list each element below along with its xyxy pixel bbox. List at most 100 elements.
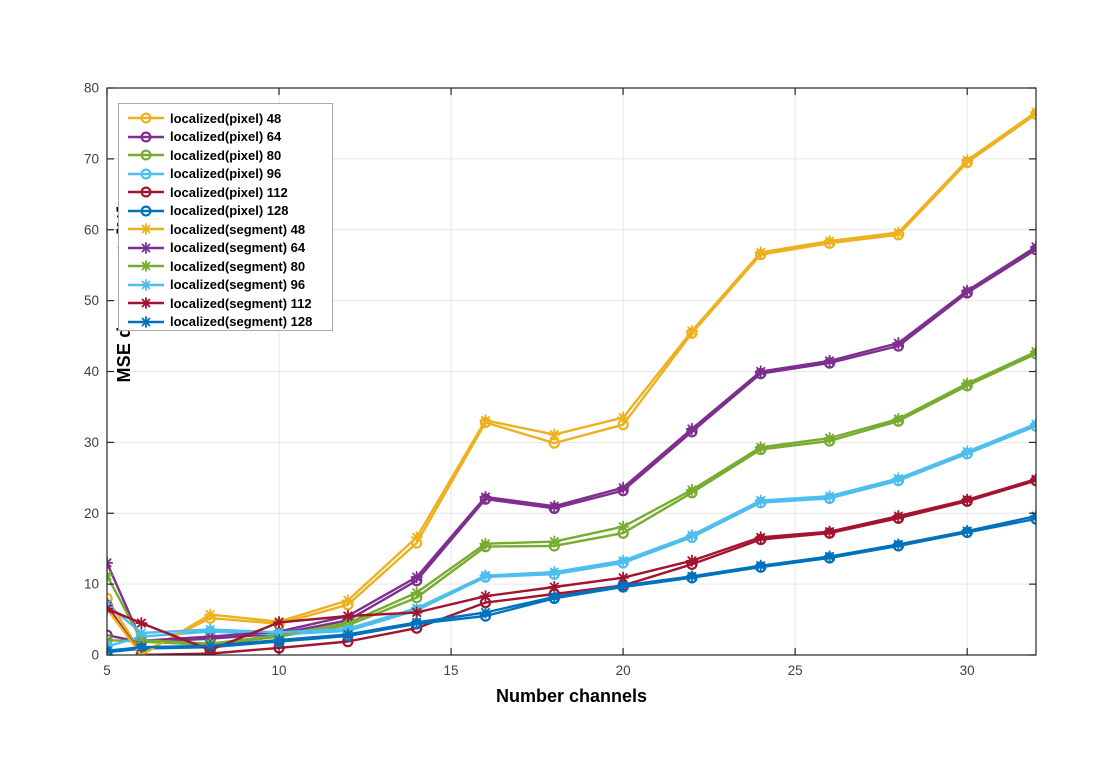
legend-item-localized-pixel-96: localized(pixel) 96	[127, 165, 332, 184]
asterisk-marker	[823, 432, 836, 445]
circle-line-sample-icon	[128, 168, 164, 180]
asterisk-marker	[754, 559, 767, 572]
asterisk-marker	[548, 428, 561, 441]
legend-item-localized-segment-80: localized(segment) 80	[127, 257, 332, 276]
asterisk-marker	[1029, 473, 1036, 486]
series-line	[107, 479, 1036, 655]
legend-label: localized(pixel) 128	[170, 203, 289, 219]
y-tick-label-40: 40	[84, 364, 99, 379]
y-tick-label-80: 80	[84, 81, 99, 96]
asterisk-marker	[1029, 417, 1036, 431]
series-localized-segment-128	[107, 509, 1036, 655]
asterisk-marker	[617, 554, 630, 567]
asterisk-marker	[135, 617, 148, 630]
asterisk-marker	[754, 441, 767, 454]
y-tick-label-20: 20	[84, 506, 99, 521]
circle-line-sample-icon	[128, 131, 164, 143]
x-tick-label-5: 5	[103, 663, 111, 678]
y-tick-label-10: 10	[84, 577, 99, 592]
legend-label: localized(segment) 96	[170, 277, 306, 293]
legend-box: localized(pixel) 48 localized(pixel) 64 lo…	[118, 103, 333, 331]
asterisk-marker	[892, 412, 905, 426]
asterisk-line-sample-icon	[128, 278, 164, 291]
legend-item-localized-segment-48: localized(segment) 48	[127, 220, 332, 239]
legend-item-localized-pixel-128: localized(pixel) 128	[127, 202, 332, 221]
asterisk-line-sample-icon	[128, 297, 164, 310]
y-tick-label-50: 50	[84, 293, 99, 308]
asterisk-marker	[617, 481, 630, 494]
asterisk-marker	[1029, 105, 1036, 119]
asterisk-marker	[961, 524, 974, 538]
asterisk-marker	[1029, 240, 1036, 253]
asterisk-marker	[204, 608, 217, 621]
asterisk-marker	[892, 538, 905, 551]
legend-item-localized-pixel-112: localized(pixel) 112	[127, 183, 332, 202]
legend-label: localized(segment) 112	[170, 295, 312, 311]
legend-item-localized-pixel-80: localized(pixel) 80	[127, 146, 332, 165]
asterisk-marker	[341, 609, 354, 623]
asterisk-marker	[479, 537, 492, 550]
asterisk-marker	[961, 445, 974, 458]
legend-label: localized(segment) 48	[170, 221, 306, 237]
asterisk-marker	[754, 365, 767, 378]
asterisk-line-sample-icon	[128, 260, 164, 273]
legend-label: localized(pixel) 64	[170, 129, 282, 145]
circle-marker	[1030, 513, 1036, 525]
legend-label: localized(pixel) 96	[170, 166, 282, 182]
asterisk-marker	[685, 422, 699, 436]
legend-label: localized(segment) 64	[170, 240, 306, 256]
asterisk-marker	[341, 628, 354, 641]
asterisk-marker	[548, 500, 561, 513]
asterisk-line-sample-icon	[128, 241, 164, 254]
asterisk-marker	[961, 493, 974, 506]
asterisk-marker	[410, 531, 423, 544]
asterisk-marker	[754, 246, 767, 259]
legend-label: localized(pixel) 112	[170, 184, 288, 200]
asterisk-marker	[548, 535, 561, 548]
series-localized-segment-80	[107, 345, 1036, 650]
legend-item-localized-segment-112: localized(segment) 112	[127, 294, 332, 313]
asterisk-marker	[617, 411, 630, 424]
circle-line-sample-icon	[128, 205, 164, 217]
asterisk-marker	[135, 626, 148, 640]
circle-line-sample-icon	[128, 186, 164, 198]
asterisk-marker	[479, 569, 492, 582]
asterisk-marker	[617, 520, 630, 533]
asterisk-marker	[754, 531, 767, 544]
asterisk-marker	[548, 590, 561, 603]
series-localized-segment-96	[107, 417, 1036, 640]
asterisk-marker	[685, 570, 699, 583]
legend-item-localized-pixel-64: localized(pixel) 64	[127, 128, 332, 147]
asterisk-marker	[823, 525, 836, 538]
asterisk-marker	[823, 234, 836, 248]
asterisk-marker	[107, 644, 114, 655]
asterisk-marker	[410, 606, 423, 619]
asterisk-marker	[548, 580, 561, 594]
asterisk-marker	[754, 494, 767, 507]
asterisk-marker	[479, 606, 492, 619]
legend-item-localized-segment-96: localized(segment) 96	[127, 276, 332, 295]
series-line	[107, 422, 1036, 635]
legend-item-localized-segment-64: localized(segment) 64	[127, 239, 332, 258]
asterisk-marker	[107, 602, 114, 616]
legend-label: localized(segment) 128	[170, 314, 313, 330]
y-tick-label-70: 70	[84, 151, 99, 166]
tick-marks	[106, 87, 1036, 656]
series-line	[107, 424, 1036, 648]
asterisk-marker	[272, 634, 286, 647]
series-line	[107, 352, 1036, 647]
asterisk-marker	[892, 472, 905, 485]
asterisk-marker	[410, 586, 423, 599]
asterisk-marker	[961, 154, 974, 167]
series-localized-pixel-96	[107, 420, 1036, 653]
legend-label: localized(pixel) 48	[170, 110, 282, 126]
x-tick-label-30: 30	[960, 663, 975, 678]
asterisk-marker	[410, 570, 423, 584]
asterisk-marker	[204, 639, 217, 652]
asterisk-marker	[135, 641, 148, 654]
legend-item-localized-pixel-48: localized(pixel) 48	[127, 109, 332, 128]
y-tick-label-0: 0	[91, 648, 99, 663]
asterisk-marker	[685, 554, 699, 567]
asterisk-line-sample-icon	[128, 315, 164, 328]
asterisk-marker	[410, 616, 423, 629]
